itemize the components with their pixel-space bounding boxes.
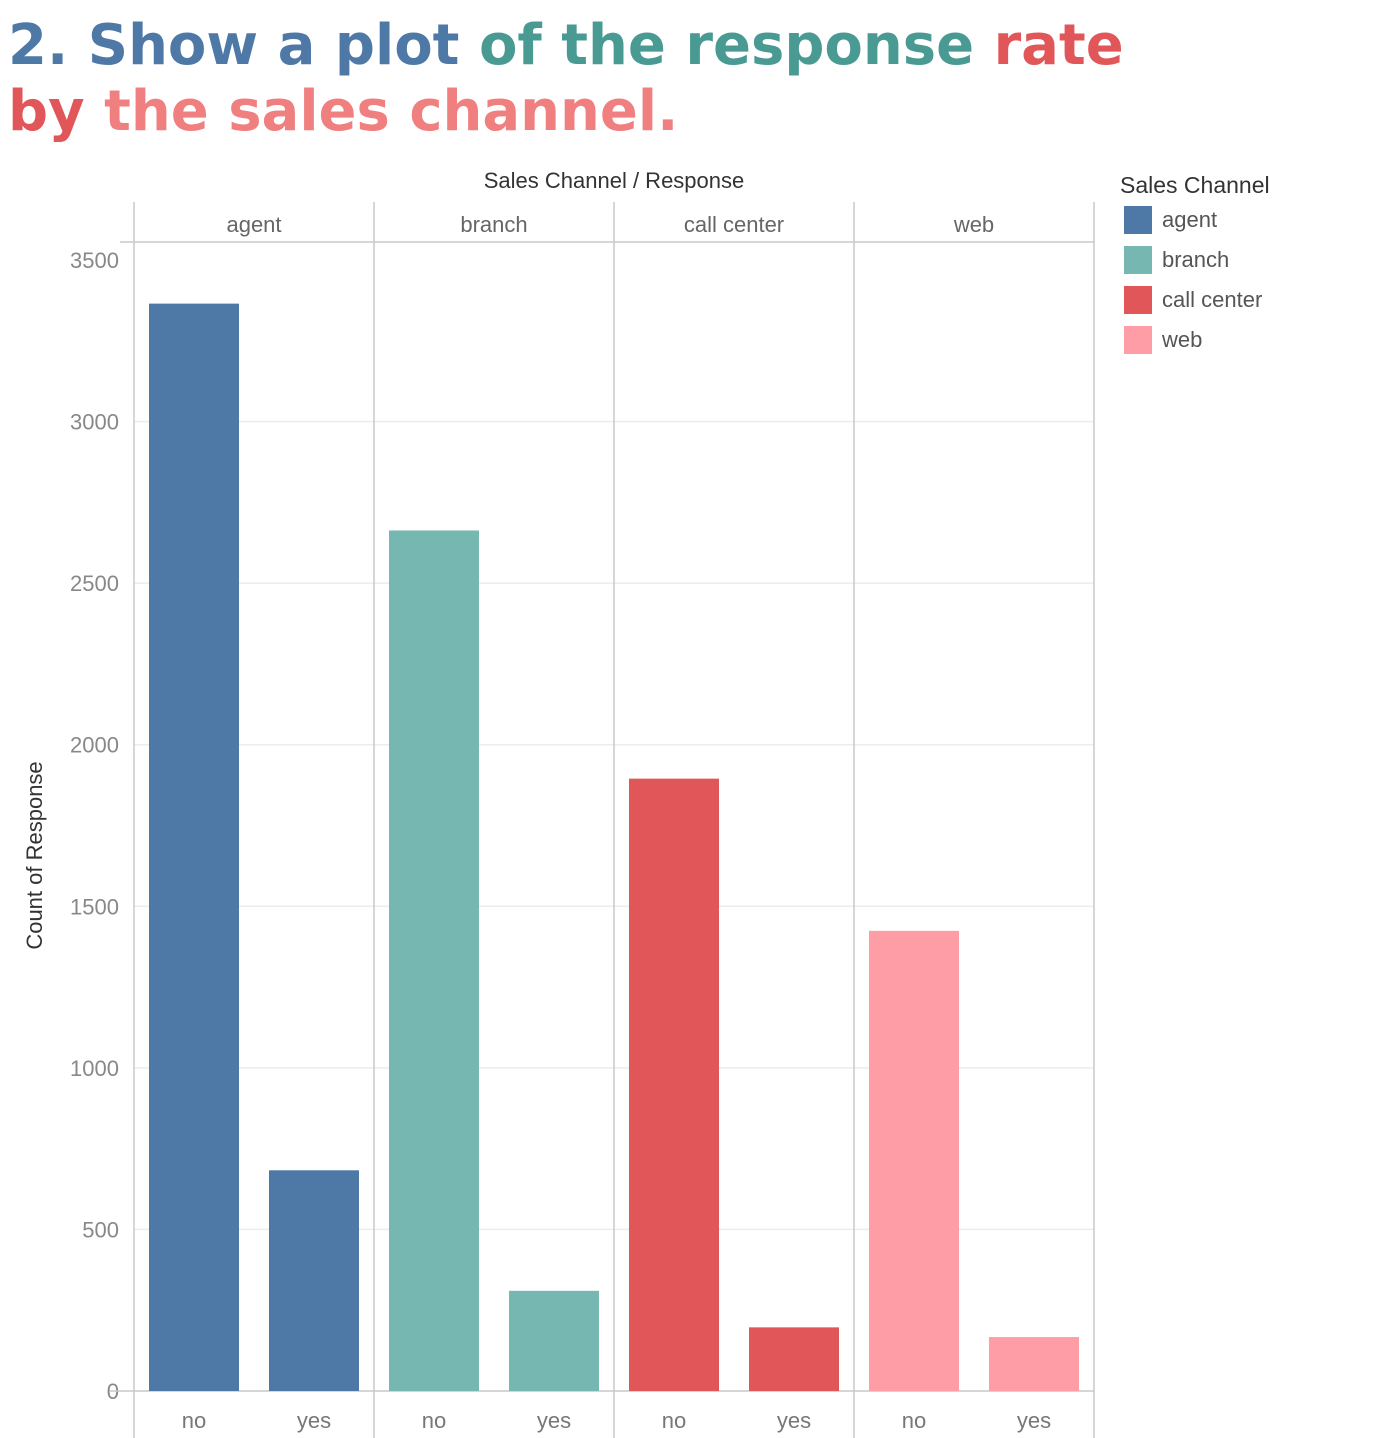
x-tick-label: no bbox=[182, 1408, 206, 1433]
column-header-title: Sales Channel / Response bbox=[483, 168, 745, 193]
bar-agent-no[interactable] bbox=[149, 303, 239, 1392]
panel-header-web: web bbox=[953, 212, 994, 237]
chart-title-line-2: by the sales channel. bbox=[8, 80, 678, 144]
x-tick-label: no bbox=[422, 1408, 446, 1433]
panel-header-branch: branch bbox=[460, 212, 527, 237]
y-tick-label: 2500 bbox=[70, 571, 119, 596]
y-tick-label: 3000 bbox=[70, 410, 119, 435]
title-segment: by bbox=[8, 79, 105, 144]
legend-swatch bbox=[1124, 286, 1152, 314]
bar-call-center-no[interactable] bbox=[629, 778, 719, 1391]
title-segment: the sales channel. bbox=[104, 79, 679, 144]
legend-swatch bbox=[1124, 206, 1152, 234]
y-axis-title: Count of Response bbox=[22, 761, 47, 949]
bar-web-no[interactable] bbox=[869, 930, 959, 1391]
legend-label: web bbox=[1162, 327, 1203, 352]
bar-agent-yes[interactable] bbox=[269, 1170, 359, 1391]
legend-swatch bbox=[1124, 326, 1152, 354]
bar-web-yes[interactable] bbox=[989, 1337, 1079, 1391]
title-segment: of the response bbox=[478, 13, 994, 78]
title-segment: 2. Show a plot bbox=[8, 13, 479, 78]
y-tick-label: 1000 bbox=[70, 1056, 119, 1081]
legend-item[interactable]: branch bbox=[1124, 246, 1229, 274]
x-tick-label: no bbox=[662, 1408, 686, 1433]
x-tick-label: yes bbox=[297, 1408, 331, 1433]
title-segment: rate bbox=[993, 13, 1124, 78]
x-tick-label: yes bbox=[537, 1408, 571, 1433]
legend-swatch bbox=[1124, 246, 1152, 274]
legend-label: agent bbox=[1162, 207, 1218, 232]
legend-item[interactable]: agent bbox=[1124, 206, 1217, 234]
bar-branch-no[interactable] bbox=[389, 530, 479, 1391]
panel-header-call-center: call center bbox=[684, 212, 784, 237]
bar-branch-yes[interactable] bbox=[509, 1290, 599, 1391]
panel-header-agent: agent bbox=[226, 212, 281, 237]
legend-label: branch bbox=[1162, 247, 1230, 272]
legend-label: call center bbox=[1162, 287, 1263, 312]
legend-item[interactable]: call center bbox=[1124, 286, 1262, 314]
y-tick-label: 3500 bbox=[70, 248, 119, 273]
y-tick-label: 500 bbox=[82, 1217, 119, 1242]
chart-title-line-1: 2. Show a plot of the response rate bbox=[8, 14, 1124, 78]
y-tick-label: 1500 bbox=[70, 894, 119, 919]
x-tick-label: no bbox=[902, 1408, 926, 1433]
legend-item[interactable]: web bbox=[1124, 326, 1202, 354]
x-tick-label: yes bbox=[777, 1408, 811, 1433]
y-tick-label: 2000 bbox=[70, 733, 119, 758]
x-tick-label: yes bbox=[1017, 1408, 1051, 1433]
bar-call-center-yes[interactable] bbox=[749, 1327, 839, 1391]
legend-title: Sales Channel bbox=[1120, 172, 1270, 198]
